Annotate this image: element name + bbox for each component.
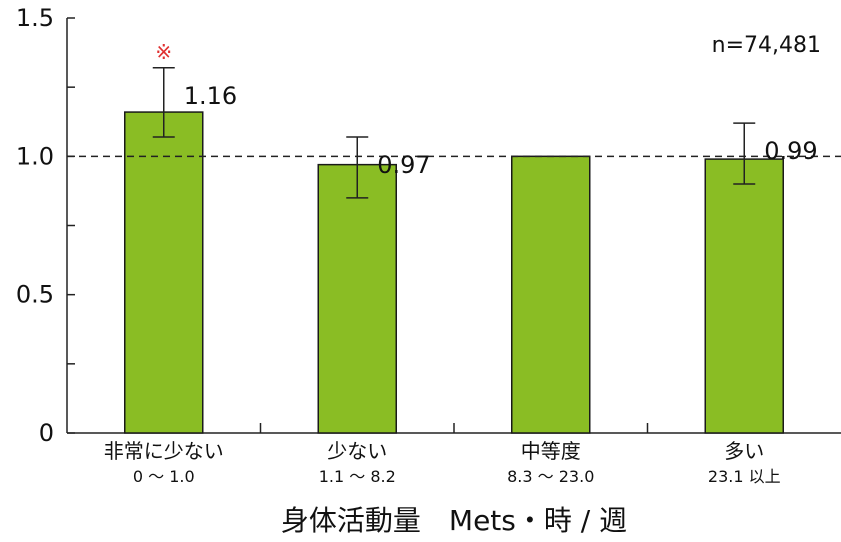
category-label: 中等度 [521,439,581,463]
y-tick-label: 1.0 [16,142,54,170]
category-range-label: 23.1 以上 [708,467,781,486]
category-range-label: 0 〜 1.0 [133,467,195,486]
y-tick-label: 1.5 [16,4,54,32]
bar [704,158,784,434]
y-tick-label: 0.5 [16,281,54,309]
sample-size-annotation: n=74,481 [712,33,821,58]
bar [317,163,397,434]
bar [511,155,591,434]
category-range-label: 1.1 〜 8.2 [319,467,396,486]
category-label: 多い [724,439,764,463]
category-label: 少ない [327,439,387,463]
x-axis-title: 身体活動量 Mets・時 / 週 [281,504,627,537]
value-label: 0.97 [377,151,430,179]
category-label: 非常に少ない [104,439,224,463]
value-label: 1.16 [184,82,237,110]
bar [124,111,204,434]
category-range-label: 8.3 〜 23.0 [507,467,594,486]
significance-mark: ※ [155,40,172,64]
value-label: 0.99 [764,137,817,165]
y-tick-label: 0 [39,419,54,447]
